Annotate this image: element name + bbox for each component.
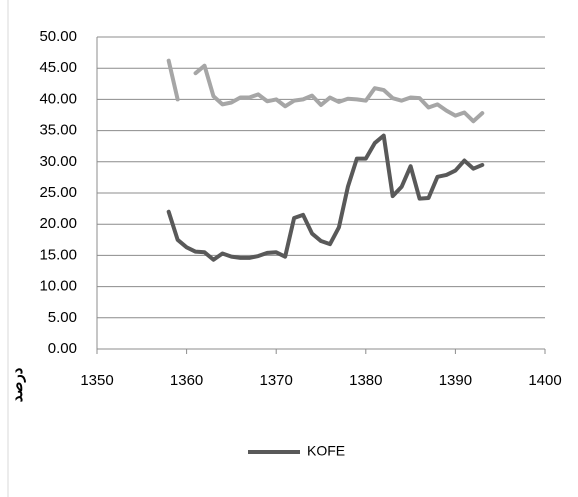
y-tick-label: 40.00 — [39, 90, 77, 107]
y-tick-label: 0.00 — [48, 340, 77, 357]
x-tick-label: 1380 — [349, 372, 382, 389]
x-tick-label: 1400 — [528, 372, 561, 389]
y-tick-label: 30.00 — [39, 153, 77, 170]
x-tick-label: 1390 — [439, 372, 472, 389]
chart-border — [7, 0, 9, 497]
y-tick-label: 35.00 — [39, 122, 77, 139]
y-tick-label: 20.00 — [39, 215, 77, 232]
y-tick-label: 5.00 — [48, 309, 77, 326]
y-tick-label: 15.00 — [39, 246, 77, 263]
x-tick-label: 1360 — [170, 372, 203, 389]
data-line — [166, 58, 180, 102]
x-tick-label: 1370 — [260, 372, 293, 389]
y-axis-label: درصد — [9, 367, 26, 402]
data-line — [193, 63, 485, 124]
legend-label: KOFE — [307, 443, 345, 459]
data-line — [166, 133, 485, 262]
y-tick-label: 25.00 — [39, 184, 77, 201]
y-tick-label: 50.00 — [39, 28, 77, 45]
y-tick-label: 45.00 — [39, 59, 77, 76]
x-tick-label: 1350 — [80, 372, 113, 389]
y-tick-label: 10.00 — [39, 278, 77, 295]
